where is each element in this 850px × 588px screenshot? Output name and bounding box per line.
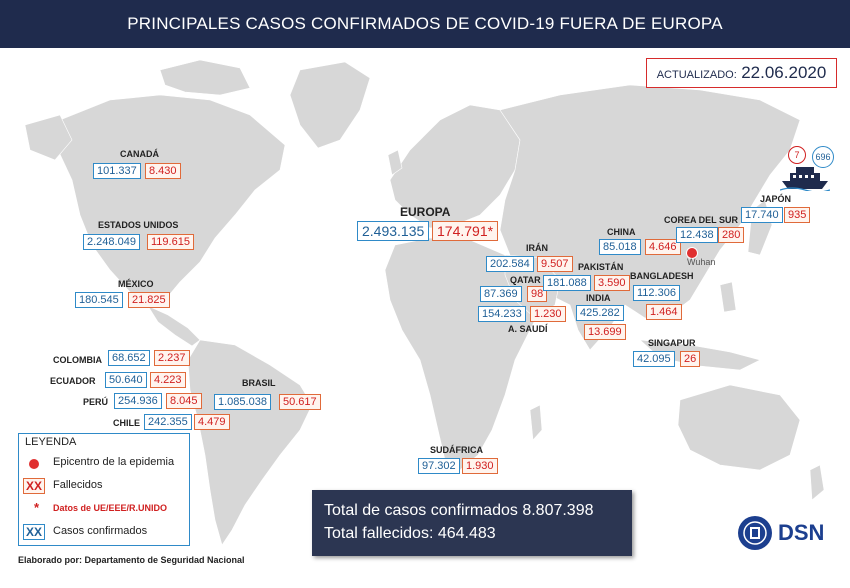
legend-star-icon: *: [34, 500, 40, 515]
legend-epicenter-dot: [29, 459, 39, 469]
country-name-peru: PERÚ: [83, 397, 109, 407]
confirmed-colombia: 68.652: [108, 350, 150, 366]
confirmed-china: 85.018: [599, 239, 641, 255]
deaths-peru: 8.045: [166, 393, 202, 409]
country-name-colombia: COLOMBIA: [53, 355, 102, 365]
deaths-bangladesh: 1.464: [646, 304, 682, 320]
confirmed-chile: 242.355: [144, 414, 192, 430]
south-america-shape: [187, 339, 313, 546]
country-name-ecuador: ECUADOR: [50, 376, 96, 386]
country-name-brasil: BRASIL: [242, 378, 276, 388]
confirmed-mexico: 180.545: [75, 292, 123, 308]
confirmed-pakistan: 181.088: [543, 275, 591, 291]
region-name-europa: EUROPA: [400, 205, 451, 219]
legend-eu-note: Datos de UE/EEE/R.UNIDO: [53, 503, 168, 513]
deaths-mexico: 21.825: [128, 292, 170, 308]
deaths-japon: 935: [784, 207, 811, 223]
confirmed-japon: 17.740: [741, 207, 783, 223]
central-america-shape: [147, 305, 201, 347]
deaths-chile: 4.479: [194, 414, 230, 430]
country-name-usa: ESTADOS UNIDOS: [98, 220, 179, 230]
country-name-mexico: MÉXICO: [118, 279, 154, 289]
confirmed-peru: 254.936: [114, 393, 162, 409]
confirmed-europa: 2.493.135: [357, 221, 430, 241]
country-name-arabia: A. SAUDÍ: [508, 324, 548, 334]
ship-confirmed-badge: 696: [812, 146, 834, 168]
deaths-ecuador: 4.223: [150, 372, 186, 388]
deaths-iran: 9.507: [537, 256, 573, 272]
confirmed-india: 425.282: [576, 305, 624, 321]
philippines-shape: [719, 281, 737, 313]
page-title: PRINCIPALES CASOS CONFIRMADOS DE COVID-1…: [127, 14, 723, 33]
total-deaths: Total fallecidos: 464.483: [324, 525, 496, 542]
country-name-chile: CHILE: [113, 418, 140, 428]
confirmed-iran: 202.584: [486, 256, 534, 272]
legend-title: LEYENDA: [25, 436, 77, 448]
alaska-shape: [24, 114, 73, 161]
uk-shape: [387, 149, 403, 176]
deaths-sudafrica: 1.930: [462, 458, 498, 474]
confirmed-corea: 12.438: [676, 227, 718, 243]
legend-deaths-label: Fallecidos: [53, 479, 103, 491]
ship-deaths-badge: 7: [788, 146, 806, 164]
confirmed-ecuador: 50.640: [105, 372, 147, 388]
deaths-arabia: 1.230: [530, 306, 566, 322]
legend-epicenter-label: Epicentro de la epidemia: [53, 456, 175, 468]
updated-box: ACTUALIZADO: 22.06.2020: [646, 58, 837, 88]
europe-shape: [389, 104, 521, 229]
confirmed-singapur: 42.095: [633, 351, 675, 367]
confirmed-sudafrica: 97.302: [418, 458, 460, 474]
confirmed-qatar: 87.369: [480, 286, 522, 302]
madagascar-shape: [529, 404, 543, 441]
totals-panel: Total de casos confirmados 8.807.398 Tot…: [312, 490, 632, 556]
deaths-brasil: 50.617: [279, 394, 321, 410]
dsn-logo-text: DSN: [778, 520, 825, 545]
total-confirmed: Total de casos confirmados 8.807.398: [324, 502, 594, 519]
new-zealand-shape: [809, 464, 825, 501]
legend-panel: LEYENDA Epicentro de la epidemia XX Fall…: [18, 433, 190, 546]
confirmed-usa: 2.248.049: [83, 234, 140, 250]
deaths-qatar: 98: [527, 286, 548, 302]
country-name-china: CHINA: [607, 227, 636, 237]
country-name-bangladesh: BANGLADESH: [630, 271, 694, 281]
deaths-corea: 280: [718, 227, 745, 243]
legend-deaths-swatch: XX: [23, 478, 45, 494]
cruise-ship-icon: [780, 167, 830, 191]
deaths-europa: 174.791*: [432, 221, 499, 241]
confirmed-canada: 101.337: [93, 163, 141, 179]
country-name-iran: IRÁN: [526, 243, 548, 253]
wuhan-label: Wuhan: [687, 257, 716, 267]
legend-confirmed-label: Casos confirmados: [53, 525, 148, 537]
arctic-islands-shape: [159, 59, 251, 96]
deaths-colombia: 2.237: [154, 350, 190, 366]
confirmed-bangladesh: 112.306: [633, 285, 680, 301]
greenland-shape: [289, 61, 371, 149]
epicenter-dot: [686, 247, 698, 259]
country-name-corea: COREA DEL SUR: [664, 215, 739, 225]
country-name-singapur: SINGAPUR: [648, 338, 696, 348]
deaths-pakistan: 3.590: [594, 275, 630, 291]
country-name-qatar: QATAR: [510, 275, 541, 285]
header-bar: PRINCIPALES CASOS CONFIRMADOS DE COVID-1…: [0, 0, 850, 48]
dsn-seal-icon: [738, 516, 772, 550]
country-name-japon: JAPÓN: [760, 194, 792, 204]
confirmed-arabia: 154.233: [478, 306, 526, 322]
updated-label: ACTUALIZADO:: [656, 69, 737, 81]
confirmed-brasil: 1.085.038: [214, 394, 271, 410]
deaths-usa: 119.615: [147, 234, 194, 250]
deaths-singapur: 26: [680, 351, 701, 367]
deaths-canada: 8.430: [145, 163, 181, 179]
north-america-shape: [57, 94, 286, 307]
updated-date: 22.06.2020: [741, 63, 827, 82]
footer-credit: Elaborado por: Departamento de Seguridad…: [18, 555, 245, 565]
country-name-india: INDIA: [586, 293, 611, 303]
country-name-pakistan: PAKISTÁN: [578, 262, 624, 272]
deaths-china: 4.646: [645, 239, 681, 255]
country-name-sudafrica: SUDÁFRICA: [430, 445, 483, 455]
australia-shape: [677, 384, 801, 471]
country-name-canada: CANADÁ: [120, 149, 159, 159]
deaths-india: 13.699: [584, 324, 626, 340]
legend-confirmed-swatch: XX: [23, 524, 45, 540]
